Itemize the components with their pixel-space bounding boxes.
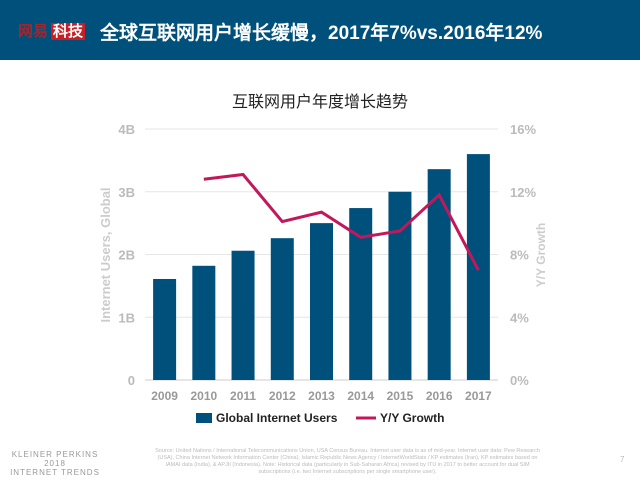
page-number: 7: [620, 455, 625, 464]
y2-tick-label: 0%: [510, 373, 529, 388]
x-tick-label: 2014: [347, 389, 374, 403]
brand-footer: KLEINER PERKINS 2018 INTERNET TRENDS: [0, 450, 110, 477]
logo-badge: 科技: [51, 23, 86, 40]
x-tick-label: 2015: [387, 389, 414, 403]
legend-bar-label: Global Internet Users: [216, 411, 338, 425]
x-tick-label: 2017: [465, 389, 492, 403]
slide-title: 全球互联网用户增长缓慢，2017年7%vs.2016年12%: [100, 23, 543, 44]
y-tick-label: 2B: [118, 248, 135, 263]
y2-axis-label: Y/Y Growth: [534, 223, 548, 287]
netease-tech-logo: 网易 科技: [18, 20, 86, 41]
brand-line: INTERNET TRENDS: [10, 468, 100, 477]
y-tick-label: 1B: [118, 310, 135, 325]
y2-tick-label: 4%: [510, 310, 529, 325]
bar-2011: [231, 250, 255, 380]
x-tick-label: 2009: [151, 389, 178, 403]
bar-2012: [270, 238, 294, 380]
y2-tick-label: 12%: [510, 185, 536, 200]
legend-line-label: Y/Y Growth: [380, 411, 444, 425]
chart-title: 互联网用户年度增长趋势: [231, 94, 408, 111]
y2-tick-label: 16%: [510, 122, 536, 137]
y-tick-label: 4B: [118, 122, 135, 137]
brand-line: KLEINER PERKINS: [11, 450, 99, 459]
chart: 0 1B 2B 3B 4B 0% 4% 8% 12% 16% 2009 2010 2011 2012 201…: [98, 122, 548, 425]
x-tick-label: 2010: [190, 389, 217, 403]
bar-2014: [349, 208, 373, 380]
legend-bar-swatch: [196, 413, 212, 423]
bar-2016: [427, 169, 451, 380]
bar-2013: [310, 223, 333, 380]
bar-2010: [192, 265, 216, 380]
brand-line: 2018: [44, 459, 66, 468]
y-tick-label: 0: [128, 373, 135, 388]
logo-text: 网易: [18, 23, 49, 40]
y2-tick-label: 8%: [510, 248, 529, 263]
growth-line: [203, 172, 480, 271]
source-note: Source: United Nations / International T…: [155, 448, 540, 475]
x-tick-label: 2012: [269, 389, 296, 403]
slide-header: 网易 科技 全球互联网用户增长缓慢，2017年7%vs.2016年12%: [0, 0, 640, 60]
y-axis-label: Internet Users, Global: [98, 187, 113, 322]
x-tick-label: 2013: [308, 389, 335, 403]
bar-2015: [388, 191, 412, 380]
bar-2009: [153, 278, 177, 380]
x-tick-label: 2011: [230, 389, 256, 403]
y-tick-label: 3B: [118, 185, 135, 200]
x-tick-label: 2016: [426, 389, 453, 403]
